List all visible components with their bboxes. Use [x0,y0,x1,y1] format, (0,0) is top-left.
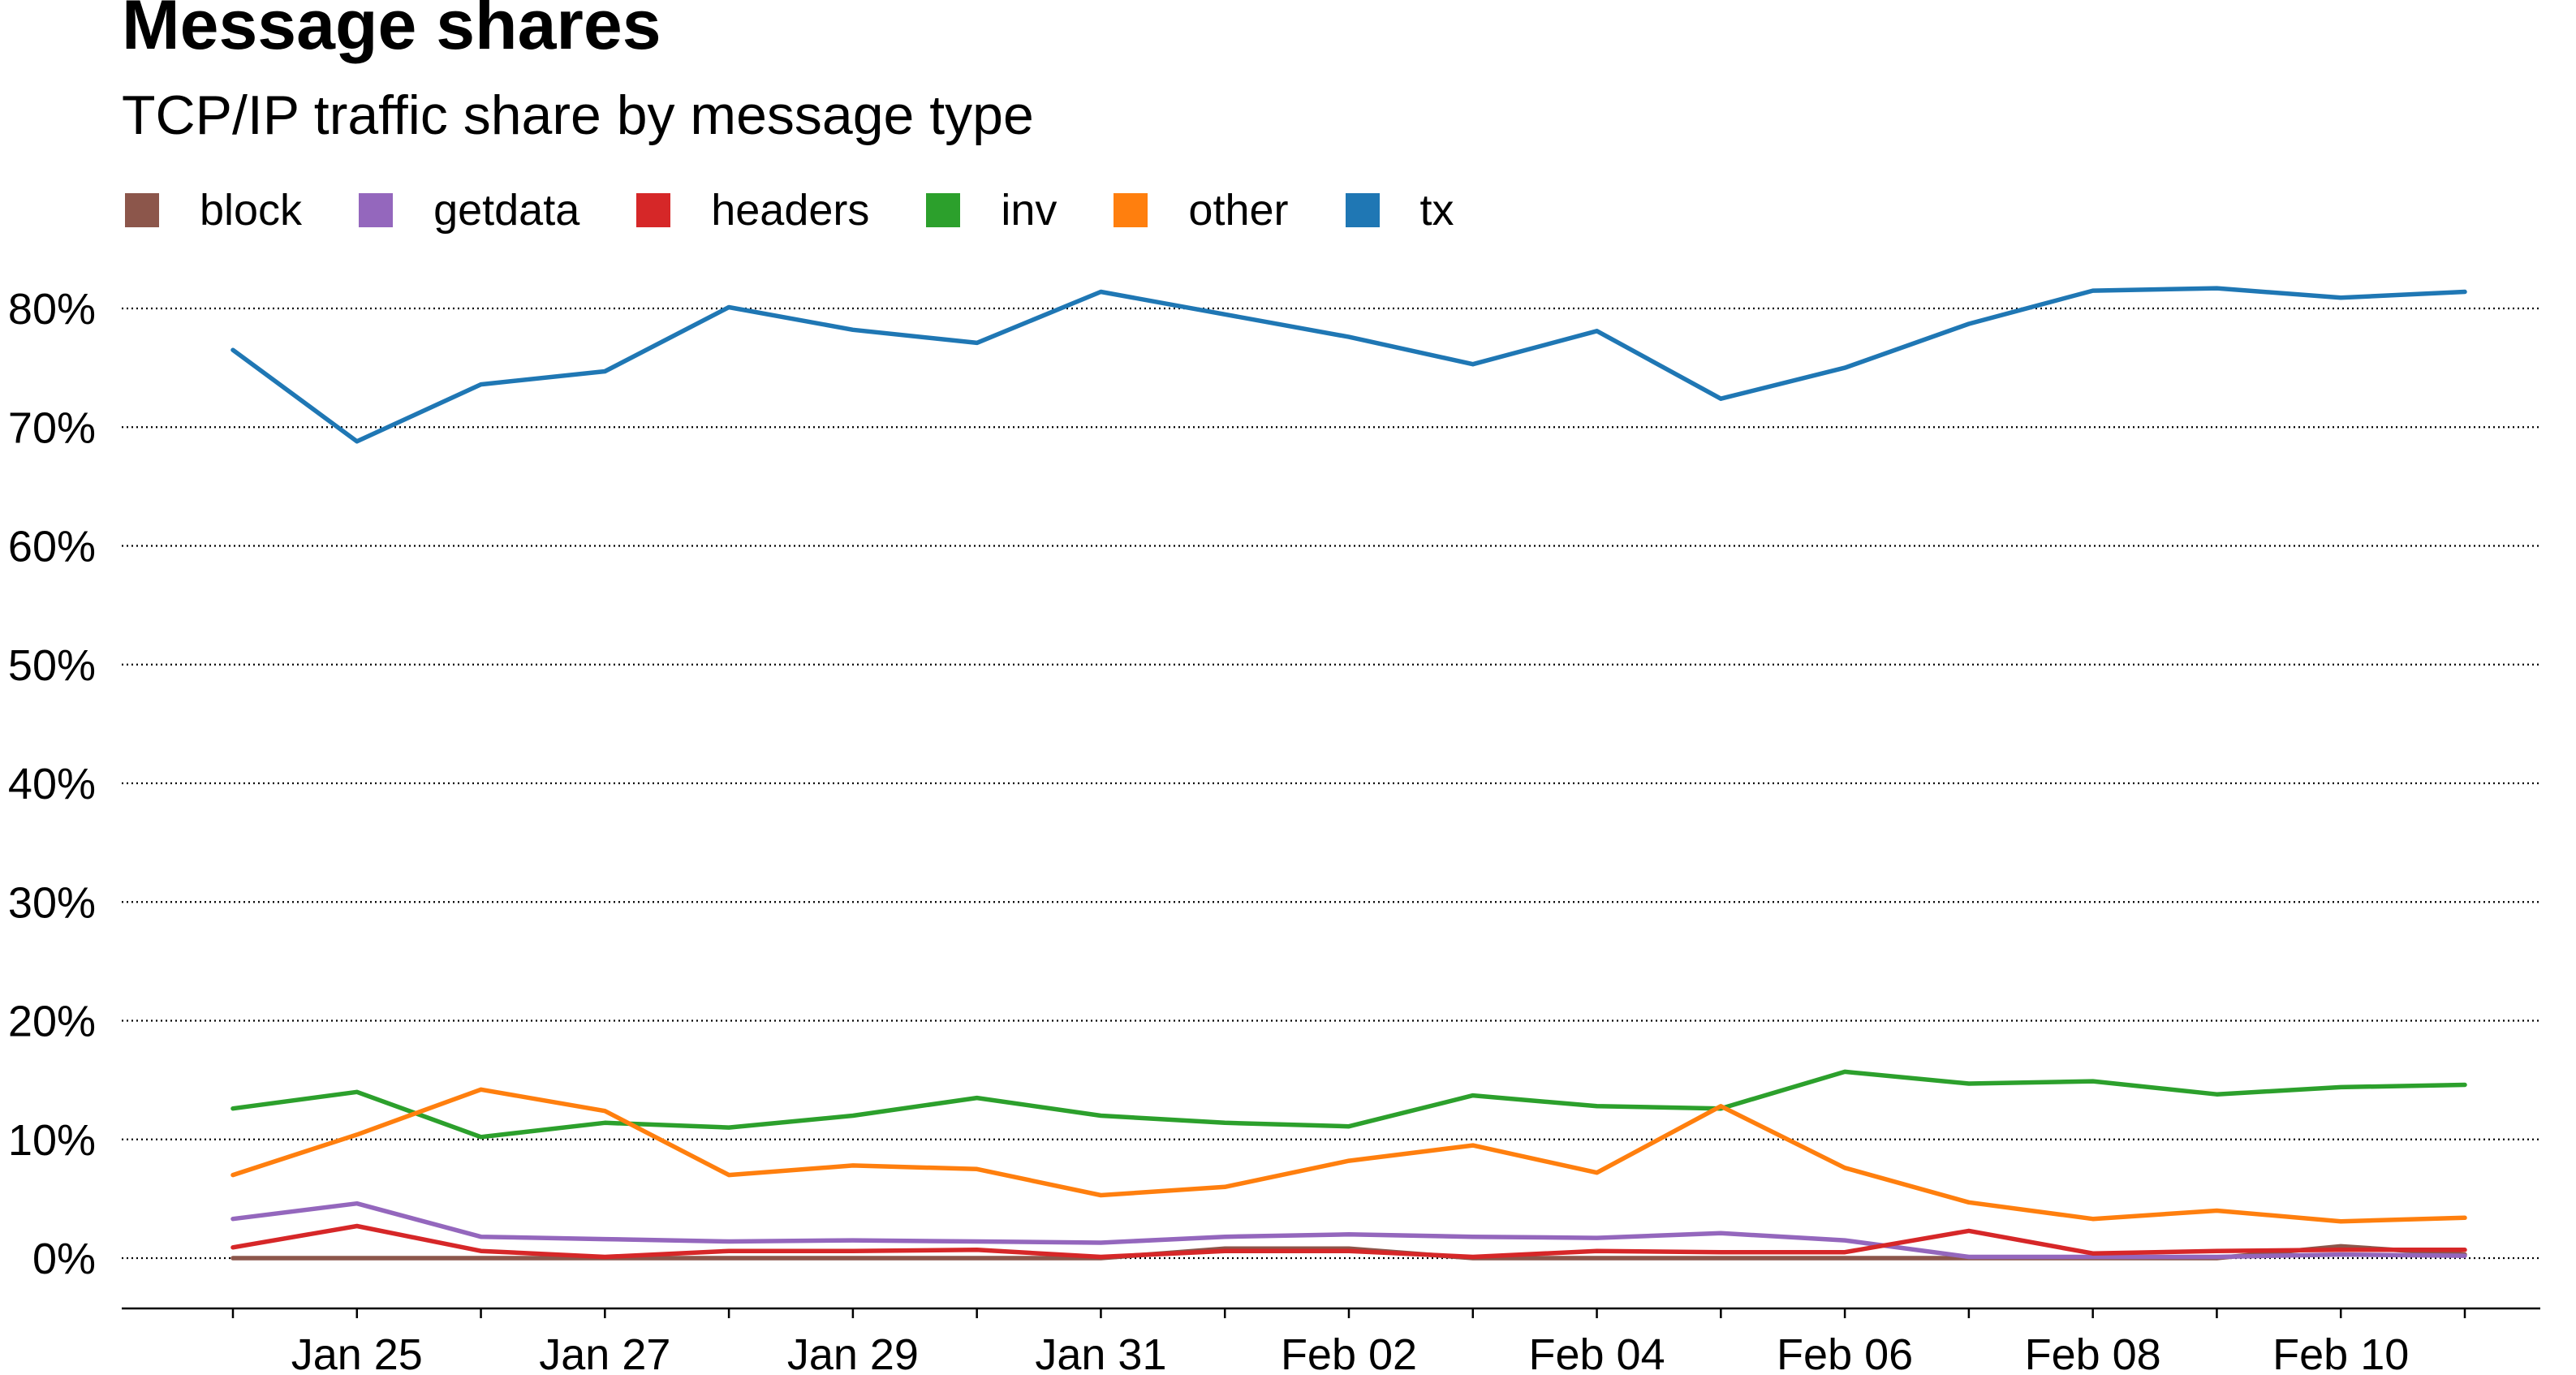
y-tick-label: 60% [8,523,96,571]
legend-item-getdata: getdata [359,188,579,232]
y-tick-label: 40% [8,760,96,808]
legend-label-inv: inv [1001,186,1058,235]
legend-swatch-other [1114,193,1148,227]
x-tick-label: Jan 31 [1035,1330,1166,1375]
series-line-headers [230,1223,2467,1260]
y-tick-label: 50% [8,641,96,690]
legend-item-inv: inv [926,188,1057,232]
legend-swatch-headers [636,193,671,227]
legend: block getdata headers inv other tx [125,182,1511,239]
legend-item-block: block [125,188,302,232]
series-line-tx [230,286,2467,444]
x-tick-label: Feb 10 [2272,1330,2409,1375]
x-tick-label: Feb 06 [1777,1330,1913,1375]
legend-label-tx: tx [1419,186,1454,235]
y-tick-label: 20% [8,998,96,1046]
series-lines [230,286,2467,1261]
legend-label-other: other [1188,186,1289,235]
x-axis: Jan 25 Jan 27 Jan 29 Jan 31 Feb 02 Feb 04 Feb … [122,1307,2540,1375]
x-tick-label: Feb 08 [2025,1330,2161,1375]
legend-label-getdata: getdata [433,186,580,235]
legend-swatch-inv [926,193,961,227]
series-line-getdata [230,1200,2467,1260]
legend-item-other: other [1114,186,1289,235]
y-axis: 0% 10% 20% 30% 40% 50% 60% 70% 80% [8,285,96,1283]
y-tick-label: 10% [8,1116,96,1165]
legend-item-headers: headers [636,188,869,232]
y-tick-label: 30% [8,878,96,927]
series-line-inv [230,1069,2467,1140]
legend-swatch-block [125,193,159,227]
chart-title: Message shares [122,0,661,64]
legend-item-tx: tx [1345,186,1454,235]
legend-label-block: block [200,186,303,235]
grid-lines [122,307,2540,1260]
series-line-other [230,1087,2467,1224]
legend-swatch-getdata [359,193,394,227]
y-tick-label: 70% [8,403,96,452]
x-tick-label: Feb 02 [1281,1330,1417,1375]
legend-label-headers: headers [711,186,870,235]
x-tick-label: Jan 29 [787,1330,919,1375]
y-tick-label: 80% [8,285,96,334]
x-tick-label: Jan 25 [291,1330,423,1375]
legend-swatch-tx [1345,193,1380,227]
x-tick-label: Feb 04 [1528,1330,1665,1375]
chart-subtitle: TCP/IP traffic share by message type [122,84,1034,146]
x-tick-label: Jan 27 [539,1330,670,1375]
y-tick-label: 0% [32,1235,96,1283]
